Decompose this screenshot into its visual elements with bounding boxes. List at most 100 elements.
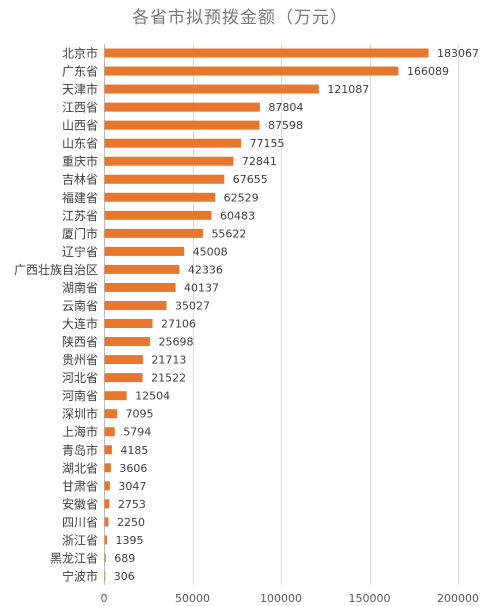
bar [104, 156, 234, 166]
category-label: 厦门市 [62, 226, 98, 241]
data-label: 67655 [233, 173, 268, 186]
category-label: 四川省 [62, 515, 98, 529]
category-label: 湖南省 [62, 280, 98, 295]
category-label: 广西壮族自治区 [14, 263, 98, 277]
bar [104, 499, 110, 509]
bar [104, 553, 106, 563]
bar [104, 445, 112, 455]
category-label: 深圳市 [62, 406, 98, 421]
bar [104, 138, 242, 148]
data-label: 7095 [126, 408, 154, 421]
data-label: 3047 [118, 480, 146, 493]
x-tick-label: 100000 [260, 592, 302, 605]
bar [104, 210, 212, 220]
bar [104, 264, 180, 274]
category-labels: 北京市广东省天津市江西省山西省山东省重庆市吉林省福建省江苏省厦门市辽宁省广西壮族… [14, 46, 98, 584]
bar [104, 319, 153, 329]
category-label: 宁波市 [62, 569, 98, 584]
bar [104, 427, 115, 437]
category-label: 天津市 [62, 82, 98, 97]
data-label: 166089 [407, 65, 449, 78]
bar [104, 481, 110, 491]
chart-title: 各省市拟预拨金额（万元） [132, 8, 348, 28]
x-tick-labels: 0 50000 100000 150000 200000 [101, 592, 480, 605]
x-tick-label: 50000 [175, 592, 210, 605]
category-label: 重庆市 [62, 154, 98, 169]
data-label: 2753 [118, 498, 146, 511]
category-label: 湖北省 [62, 460, 98, 475]
data-label: 4185 [120, 444, 148, 457]
category-label: 江西省 [62, 101, 98, 115]
bar [104, 246, 185, 256]
category-label: 河北省 [62, 371, 98, 385]
data-label: 87804 [268, 101, 303, 114]
category-label: 辽宁省 [62, 244, 98, 259]
bar [104, 102, 260, 112]
bar [104, 337, 150, 347]
category-label: 黑龙江省 [50, 551, 98, 565]
data-label: 306 [114, 570, 135, 583]
data-label: 689 [114, 552, 135, 565]
bar [104, 517, 109, 527]
data-label: 72841 [242, 155, 277, 168]
category-label: 甘肃省 [62, 479, 98, 493]
bar [104, 192, 216, 202]
category-label: 吉林省 [62, 173, 98, 187]
category-label: 大连市 [62, 316, 98, 331]
category-label: 云南省 [62, 298, 98, 313]
data-label: 12504 [135, 390, 170, 403]
bar [104, 535, 107, 545]
bar [104, 409, 118, 419]
bar [104, 282, 176, 292]
data-label: 121087 [327, 83, 369, 96]
category-label: 山西省 [62, 119, 98, 133]
bar [104, 355, 143, 365]
data-label: 3606 [119, 462, 147, 475]
data-label: 55622 [211, 227, 246, 240]
category-label: 江苏省 [62, 209, 98, 223]
bar [104, 66, 399, 76]
bar [104, 300, 167, 310]
bar [104, 228, 203, 238]
category-label: 山东省 [62, 137, 98, 151]
data-label: 60483 [220, 209, 255, 222]
category-label: 福建省 [62, 190, 98, 205]
gridlines [104, 44, 459, 585]
data-label: 87598 [268, 119, 303, 132]
category-label: 广东省 [62, 65, 98, 79]
bar [104, 391, 127, 401]
data-label: 42336 [188, 263, 223, 276]
bar [104, 174, 225, 184]
bar [104, 373, 143, 383]
data-label: 27106 [161, 318, 196, 331]
category-label: 陕西省 [62, 334, 98, 349]
data-label: 77155 [250, 137, 285, 150]
data-label: 5794 [123, 426, 151, 439]
bar [104, 48, 429, 58]
data-label: 25698 [158, 336, 193, 349]
data-label: 45008 [193, 245, 228, 258]
x-tick-label: 150000 [349, 592, 391, 605]
data-label: 2250 [117, 516, 145, 529]
bar [104, 120, 260, 130]
x-tick-label: 0 [101, 592, 108, 605]
bars [104, 48, 429, 581]
x-tick-label: 200000 [437, 592, 479, 605]
category-label: 贵州省 [62, 353, 98, 367]
data-label: 21713 [151, 354, 186, 367]
data-label: 40137 [184, 281, 219, 294]
bar [104, 571, 106, 581]
category-label: 安徽省 [62, 496, 98, 511]
data-label: 62529 [224, 191, 259, 204]
category-label: 河南省 [62, 388, 98, 403]
data-labels: 183067 166089 121087 87804 87598 77155 72841 67… [114, 47, 479, 583]
category-label: 上海市 [62, 424, 98, 439]
bar [104, 463, 111, 473]
data-label: 21522 [151, 372, 186, 385]
category-label: 北京市 [62, 46, 98, 61]
bar [104, 84, 319, 94]
data-label: 183067 [437, 47, 479, 60]
category-label: 浙江省 [62, 533, 98, 547]
